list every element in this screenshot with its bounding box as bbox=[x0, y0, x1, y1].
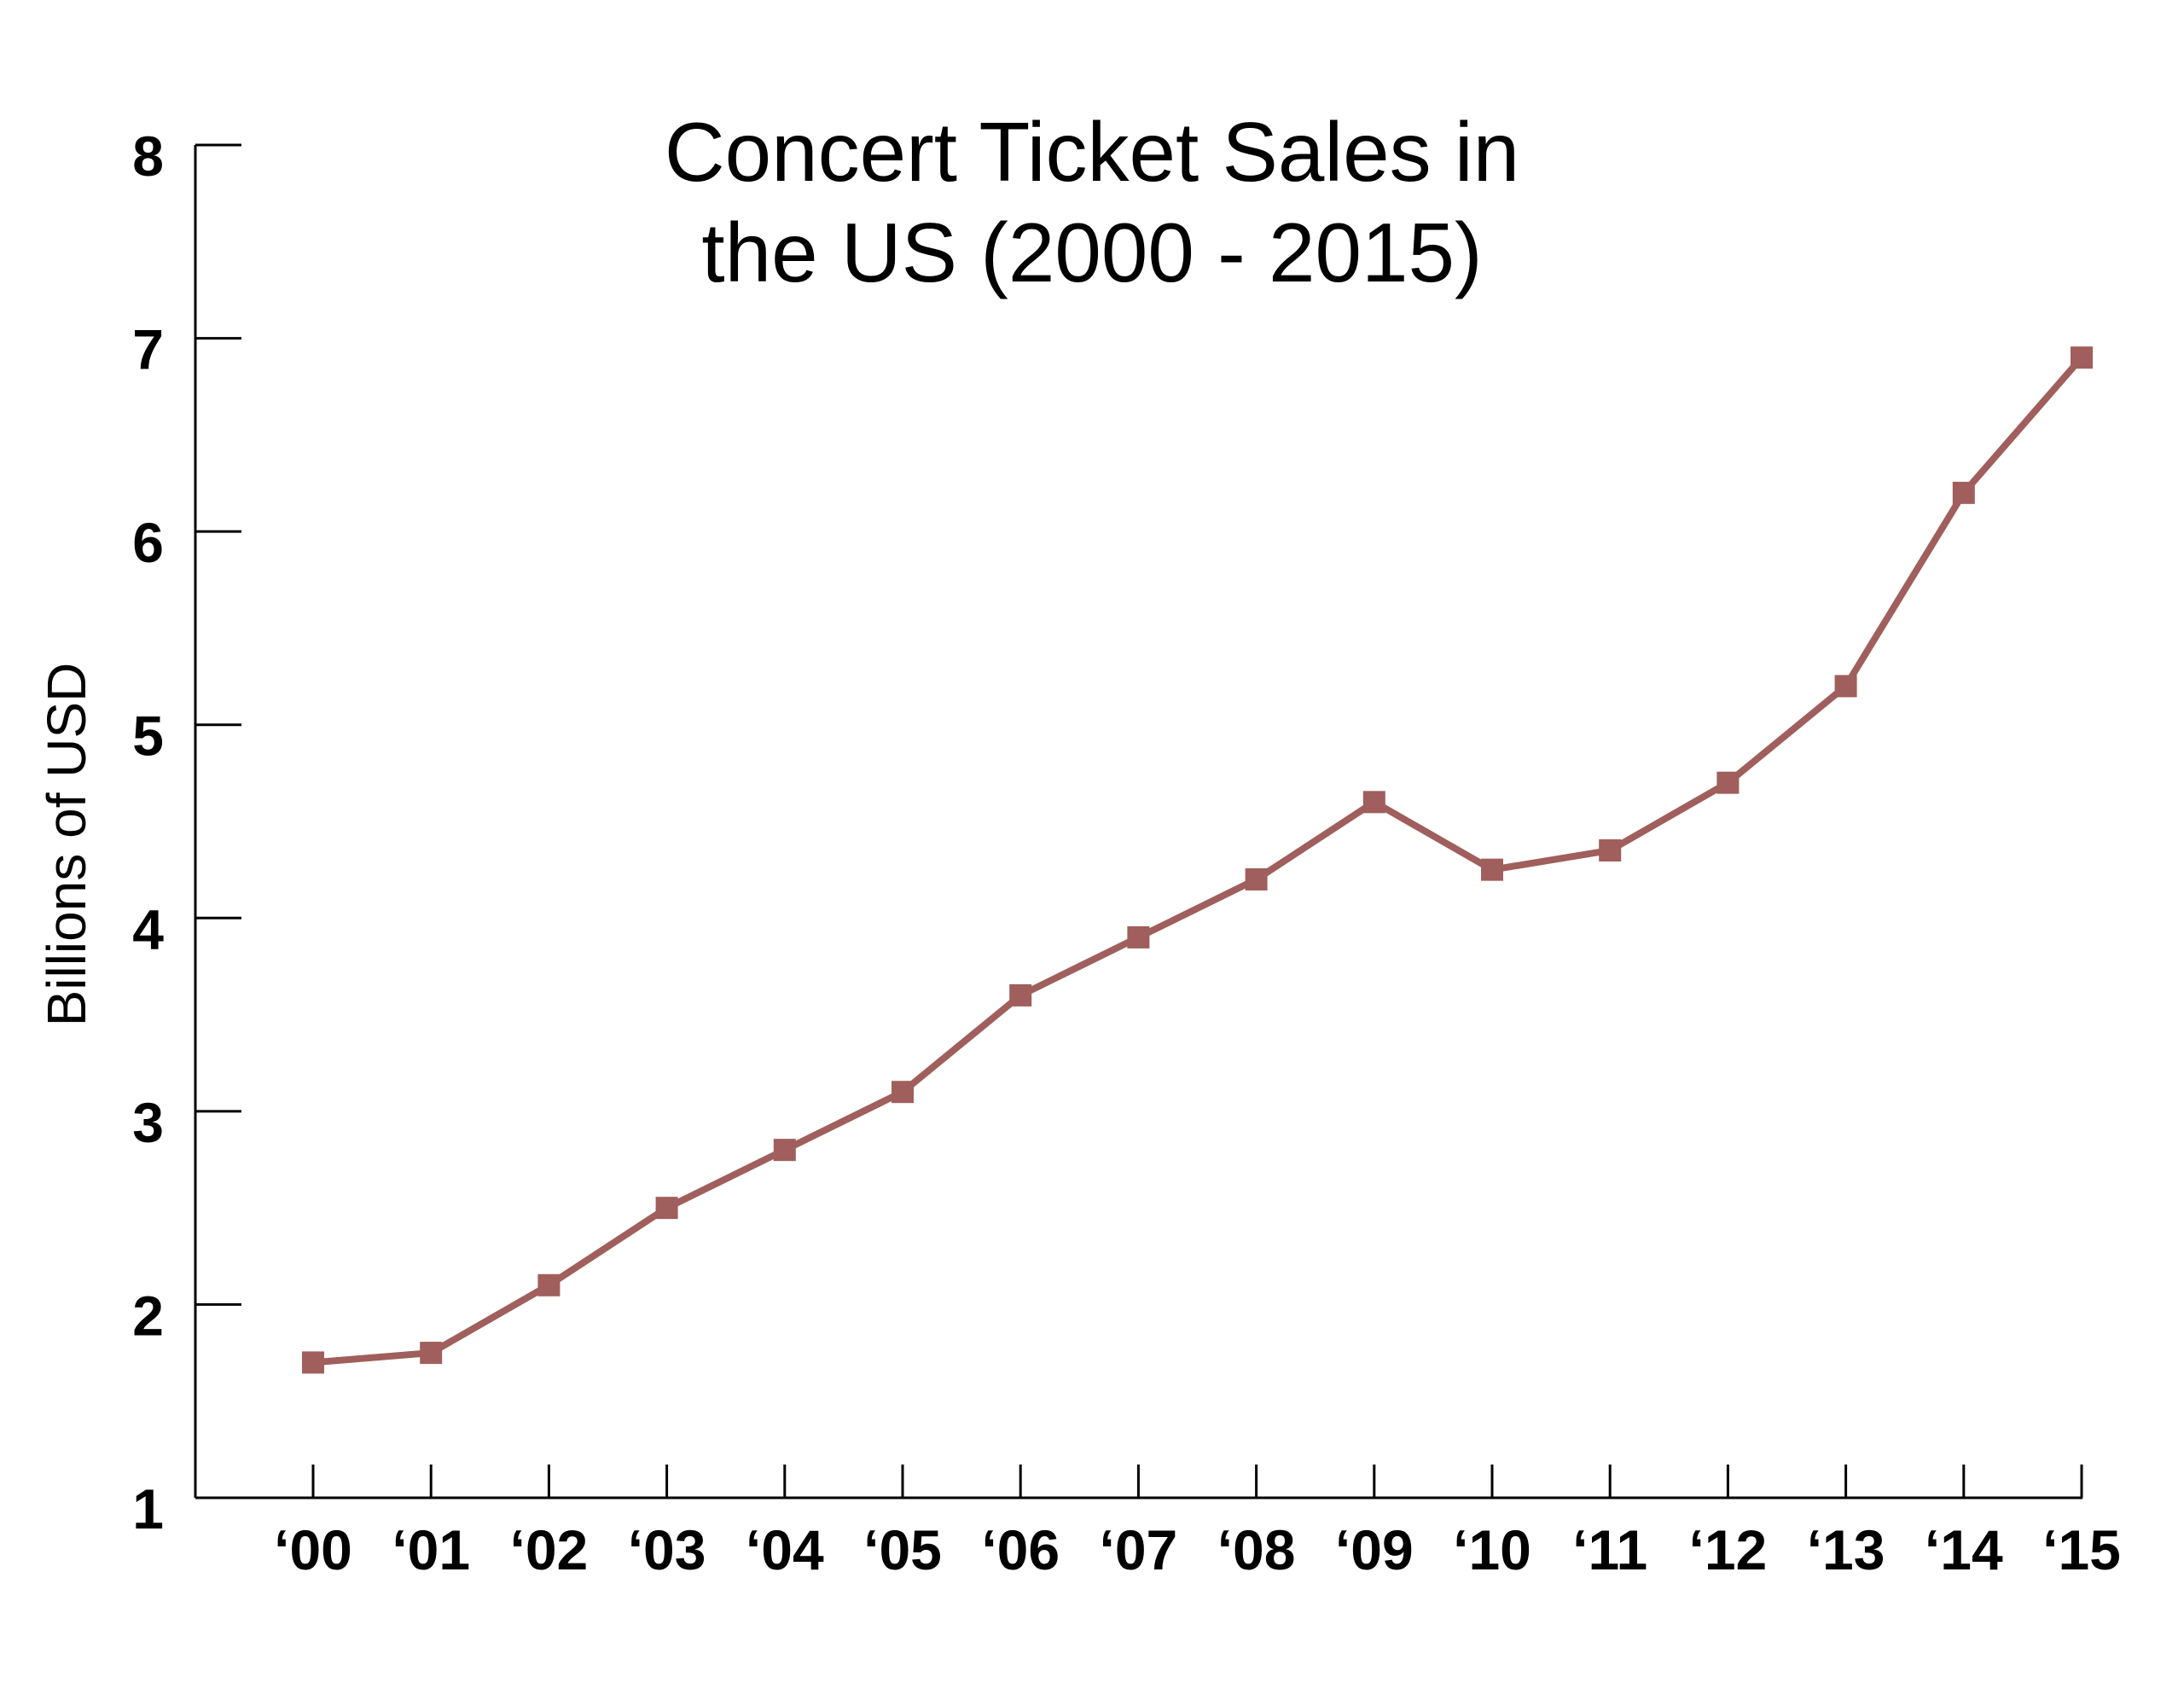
x-tick-label: ‘12 bbox=[1689, 1518, 1768, 1581]
x-tick-label: ‘03 bbox=[628, 1518, 706, 1581]
y-axis-title: Billions of USD bbox=[36, 663, 97, 1027]
data-point-marker bbox=[537, 1273, 561, 1296]
data-point-marker bbox=[1362, 791, 1385, 814]
data-point-marker bbox=[1834, 675, 1857, 698]
data-point-marker bbox=[892, 1081, 914, 1104]
data-point-marker bbox=[1952, 481, 1975, 504]
series-line bbox=[312, 355, 2085, 1366]
x-tick-label: ‘09 bbox=[1335, 1518, 1414, 1581]
data-point-marker bbox=[302, 1351, 324, 1374]
y-tick-label: 1 bbox=[132, 1477, 164, 1540]
x-tick-label: ‘06 bbox=[981, 1518, 1060, 1581]
x-tick-label: ‘00 bbox=[274, 1518, 352, 1581]
x-tick-label: ‘10 bbox=[1453, 1518, 1531, 1581]
x-tick-label: ‘01 bbox=[392, 1518, 470, 1581]
x-tick-label: ‘13 bbox=[1807, 1518, 1885, 1581]
chart-title-line-1: Concert Ticket Sales in bbox=[665, 105, 1519, 199]
y-tick-label: 3 bbox=[132, 1091, 164, 1154]
data-point-marker bbox=[1481, 858, 1503, 881]
chart-title-line-2: the US (2000 - 2015) bbox=[701, 206, 1482, 299]
x-tick-label: ‘07 bbox=[1100, 1518, 1178, 1581]
data-point-marker bbox=[420, 1342, 443, 1365]
x-tick-label: ‘02 bbox=[510, 1518, 589, 1581]
data-point-marker bbox=[1127, 925, 1150, 948]
y-tick-label: 7 bbox=[132, 318, 164, 381]
data-point-marker bbox=[2071, 346, 2093, 369]
data-point-marker bbox=[1009, 983, 1032, 1006]
data-point-marker bbox=[1716, 771, 1740, 794]
y-tick-label: 4 bbox=[132, 897, 164, 960]
y-tick-label: 6 bbox=[132, 511, 164, 574]
y-tick-label: 5 bbox=[132, 705, 164, 768]
x-tick-label: ‘08 bbox=[1217, 1518, 1296, 1581]
x-tick-label: ‘04 bbox=[746, 1518, 824, 1581]
data-point-marker bbox=[655, 1197, 678, 1220]
x-tick-label: ‘05 bbox=[863, 1518, 942, 1581]
data-point-marker bbox=[1245, 867, 1268, 890]
data-point-marker bbox=[1599, 838, 1622, 861]
data-point-marker bbox=[773, 1139, 796, 1162]
y-tick-label: 2 bbox=[132, 1284, 164, 1347]
y-tick-label: 8 bbox=[132, 125, 164, 188]
x-tick-label: ‘11 bbox=[1572, 1518, 1647, 1581]
x-tick-label: ‘14 bbox=[1925, 1518, 2003, 1581]
x-tick-label: ‘15 bbox=[2042, 1518, 2121, 1581]
